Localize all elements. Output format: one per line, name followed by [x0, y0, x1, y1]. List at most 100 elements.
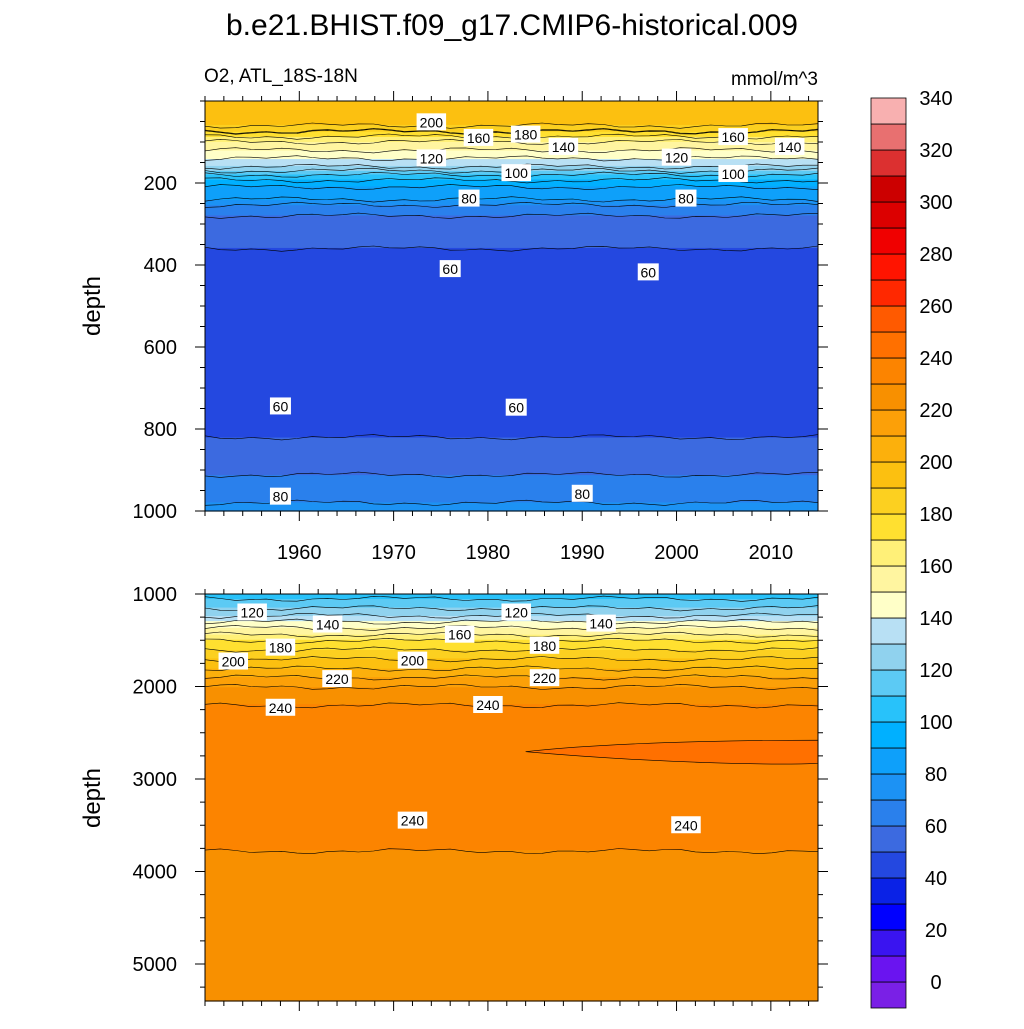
- bottom-panel-band: [205, 763, 818, 766]
- top-panel-band: [205, 186, 818, 189]
- top-panel-band: [205, 218, 818, 222]
- colorbar-swatch: [870, 539, 907, 567]
- bottom-panel-contour-label-bg: [265, 638, 296, 656]
- top-panel-subtitle-left: O2, ATL_18S-18N: [204, 66, 358, 87]
- top-panel-band: [205, 290, 818, 293]
- top-panel-band: [205, 101, 818, 104]
- top-panel-band: [205, 193, 818, 196]
- top-panel-band: [205, 430, 818, 434]
- bottom-panel-band: [205, 892, 818, 895]
- bottom-panel-band: [205, 660, 818, 663]
- bottom-panel-band: [205, 758, 818, 761]
- bottom-panel-band: [205, 766, 818, 770]
- bottom-panel-contour-label-bg: [586, 614, 616, 632]
- colorbar-label: 180: [919, 504, 952, 526]
- colorbar-swatch: [870, 981, 907, 1009]
- bottom-panel-band: [205, 958, 818, 961]
- bottom-panel-band: [205, 634, 818, 637]
- bottom-panel-contour-label: 240: [269, 700, 293, 716]
- top-panel-band: [205, 353, 818, 357]
- colorbar-swatch: [870, 383, 907, 411]
- bottom-panel-band: [205, 646, 818, 649]
- top-panel-band: [205, 394, 818, 398]
- bottom-panel-band: [205, 731, 818, 734]
- bottom-panel-band: [205, 870, 818, 873]
- top-panel-contour-line: [204, 471, 819, 478]
- top-panel-band: [205, 374, 818, 377]
- top-panel-band: [205, 319, 818, 322]
- bottom-panel-band: [205, 955, 818, 958]
- bottom-panel-ytick-label: 2000: [133, 677, 178, 699]
- bottom-panel-band: [205, 975, 818, 978]
- bottom-panel-band: [205, 934, 818, 938]
- top-panel-band: [205, 466, 818, 469]
- bottom-panel-band: [205, 968, 818, 972]
- bottom-panel-band: [205, 882, 818, 885]
- bottom-panel-contour-line: [204, 637, 819, 644]
- bottom-panel-band: [205, 828, 818, 831]
- bottom-panel-band: [205, 945, 818, 948]
- bottom-panel-band: [205, 939, 818, 943]
- bottom-panel-band: [205, 733, 818, 736]
- colorbar-swatch: [870, 305, 907, 333]
- bottom-panel-band: [205, 768, 818, 771]
- top-panel-band: [205, 114, 818, 117]
- bottom-panel-band: [205, 778, 818, 782]
- bottom-panel-band: [205, 724, 818, 727]
- colorbar-swatch: [870, 955, 907, 983]
- bottom-panel-band: [205, 665, 818, 668]
- bottom-panel-band: [205, 829, 818, 833]
- bottom-panel-ticks: 1000 2000 3000 4000 5000: [133, 584, 828, 1011]
- bottom-panel-band: [205, 773, 818, 777]
- colorbar-label: 0: [930, 972, 941, 994]
- top-panel-band: [205, 153, 818, 157]
- top-panel-contour-label-bg: [774, 137, 805, 155]
- top-panel-band: [205, 464, 818, 468]
- bottom-panel-band: [205, 629, 818, 632]
- bottom-panel-band: [205, 848, 818, 851]
- top-panel-band: [205, 254, 818, 258]
- bottom-panel-contour-label-bg: [444, 625, 475, 643]
- top-panel-band: [205, 294, 818, 297]
- colorbar-swatch: [870, 695, 907, 723]
- top-panel-band: [205, 418, 818, 422]
- bottom-panel-band: [205, 822, 818, 826]
- bottom-panel-band: [205, 987, 818, 990]
- top-panel-band: [205, 468, 818, 471]
- top-panel-contour-label: 80: [678, 191, 694, 207]
- top-panel-band: [205, 247, 818, 251]
- bottom-panel-band: [205, 680, 818, 683]
- bottom-panel-contour-labels: 120 140 120 140 160 180 180 200 200 220 220 240 240 2…: [218, 603, 701, 834]
- bottom-panel-band: [205, 846, 818, 849]
- bottom-panel-contour-label: 240: [476, 697, 500, 713]
- bottom-panel-band: [205, 907, 818, 911]
- top-panel-band: [205, 295, 818, 299]
- top-panel-band: [205, 447, 818, 451]
- bottom-panel-band: [205, 922, 818, 926]
- top-panel-band: [205, 232, 818, 235]
- top-panel-band: [205, 276, 818, 280]
- top-panel-band: [205, 275, 818, 278]
- top-panel-band: [205, 396, 818, 399]
- top-panel-band: [205, 265, 818, 268]
- bottom-panel-band: [205, 831, 818, 834]
- colorbar-label: 220: [919, 400, 952, 422]
- bottom-panel-band: [205, 782, 818, 785]
- top-panel-band: [205, 198, 818, 201]
- bottom-panel-band: [205, 631, 818, 634]
- top-panel-band: [205, 422, 818, 425]
- top-panel-band: [205, 116, 818, 119]
- top-panel-band: [205, 329, 818, 333]
- bottom-panel-band: [205, 792, 818, 795]
- top-panel-band: [205, 348, 818, 352]
- colorbar-label: 80: [925, 764, 947, 786]
- top-panel-subtitle-right: mmol/m^3: [731, 69, 818, 90]
- top-panel-band: [205, 432, 818, 435]
- bottom-panel-band: [205, 739, 818, 743]
- bottom-panel-contour-line: [204, 665, 818, 672]
- top-panel-band: [205, 299, 818, 302]
- bottom-panel-band: [205, 677, 818, 680]
- top-panel-band: [205, 379, 818, 382]
- bottom-panel-band: [205, 794, 818, 797]
